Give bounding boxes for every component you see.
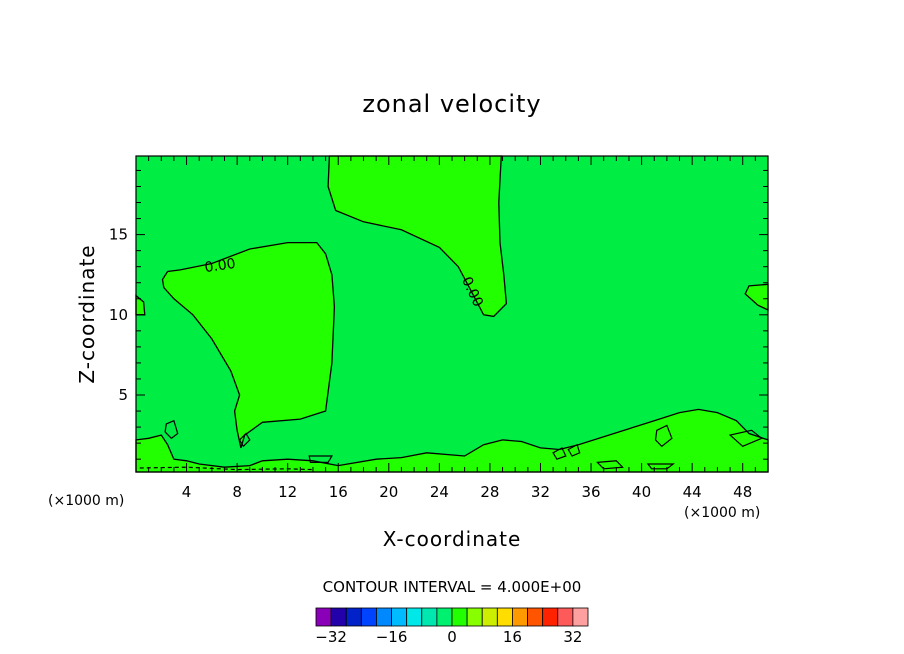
colorbar-swatch [391,607,408,627]
colorbar-labels: −32 −16 0 16 32 [315,628,582,646]
y-tick-label: 5 [118,386,128,404]
x-tick-label: 4 [182,483,192,501]
x-tick-label: 28 [480,483,499,501]
colorbar-swatch [436,607,453,627]
contour-label-left: 0.00 [204,256,237,276]
colorbar-swatch [466,607,483,627]
axis-ticks [136,156,768,472]
y-tick-label: 10 [109,306,128,324]
y-tick-labels: 5 10 15 [109,226,128,404]
colorbar-swatch [572,607,589,627]
positive-region-left-edge-fill [136,295,145,315]
colorbar-swatch [406,607,423,627]
x-tick-label: 16 [329,483,348,501]
positive-region-right-edge-fill [745,284,768,310]
colorbar-swatch [512,607,528,627]
positive-region-bottom-line [135,408,769,473]
contour-line-island-1 [164,419,179,440]
colorbar-swatch [481,607,498,627]
positive-region-left-fill [162,242,335,448]
plot-area: 0.00 0.00 [135,155,769,473]
colorbar-swatch [360,607,377,627]
x-tick-label: 44 [683,483,702,501]
colorbar-swatch [330,607,347,627]
colorbar-tick-label: −16 [376,628,408,646]
colorbar [315,607,589,627]
x-tick-label: 8 [232,483,242,501]
colorbar-swatch [345,607,362,627]
colorbar-tick-label: 16 [503,628,522,646]
contour-line-dashed-bottom [139,466,314,471]
colorbar-swatch [451,607,468,627]
contour-line-island-3 [308,455,333,463]
colorbar-swatch [527,607,544,627]
colorbar-swatch [315,607,332,627]
x-axis-label: X-coordinate [383,527,522,551]
colorbar-swatch [542,607,559,627]
x-tick-label: 20 [379,483,398,501]
positive-region-top-fill [328,156,507,317]
x-tick-label: 36 [581,483,600,501]
positive-region-bottom-fill [136,409,768,472]
x-unit-right: (×1000 m) [684,505,760,521]
contour-interval-text: CONTOUR INTERVAL = 4.000E+00 [323,578,582,596]
chart-title: zonal velocity [362,90,541,118]
contour-line-island-6 [654,424,673,448]
colorbar-swatch [496,607,513,627]
x-unit-left: (×1000 m) [48,493,124,509]
x-tick-label: 32 [531,483,550,501]
contour-line-island-8 [596,460,624,470]
colorbar-swatch [557,607,574,627]
colorbar-tick-label: −32 [315,628,347,646]
x-tick-label: 40 [632,483,651,501]
colorbar-swatch [421,607,438,627]
colorbar-tick-label: 0 [447,628,457,646]
filled-contours [136,156,768,472]
contour-line-island-5 [567,443,581,457]
colorbar-swatch [376,607,392,627]
x-tick-label: 12 [278,483,297,501]
x-tick-label: 48 [733,483,752,501]
x-tick-label: 24 [430,483,449,501]
positive-region-left-line [161,241,336,449]
positive-region-top-line [327,155,508,318]
x-tick-labels: 4 8 12 16 20 24 28 32 36 40 44 48 [182,483,752,501]
y-axis-label: Z-coordinate [75,244,99,383]
contour-line-island-7 [728,429,763,447]
contour-line-island-4 [552,447,567,460]
colorbar-tick-label: 32 [563,628,582,646]
contour-line-island-2 [238,432,251,448]
y-tick-label: 15 [109,226,128,244]
